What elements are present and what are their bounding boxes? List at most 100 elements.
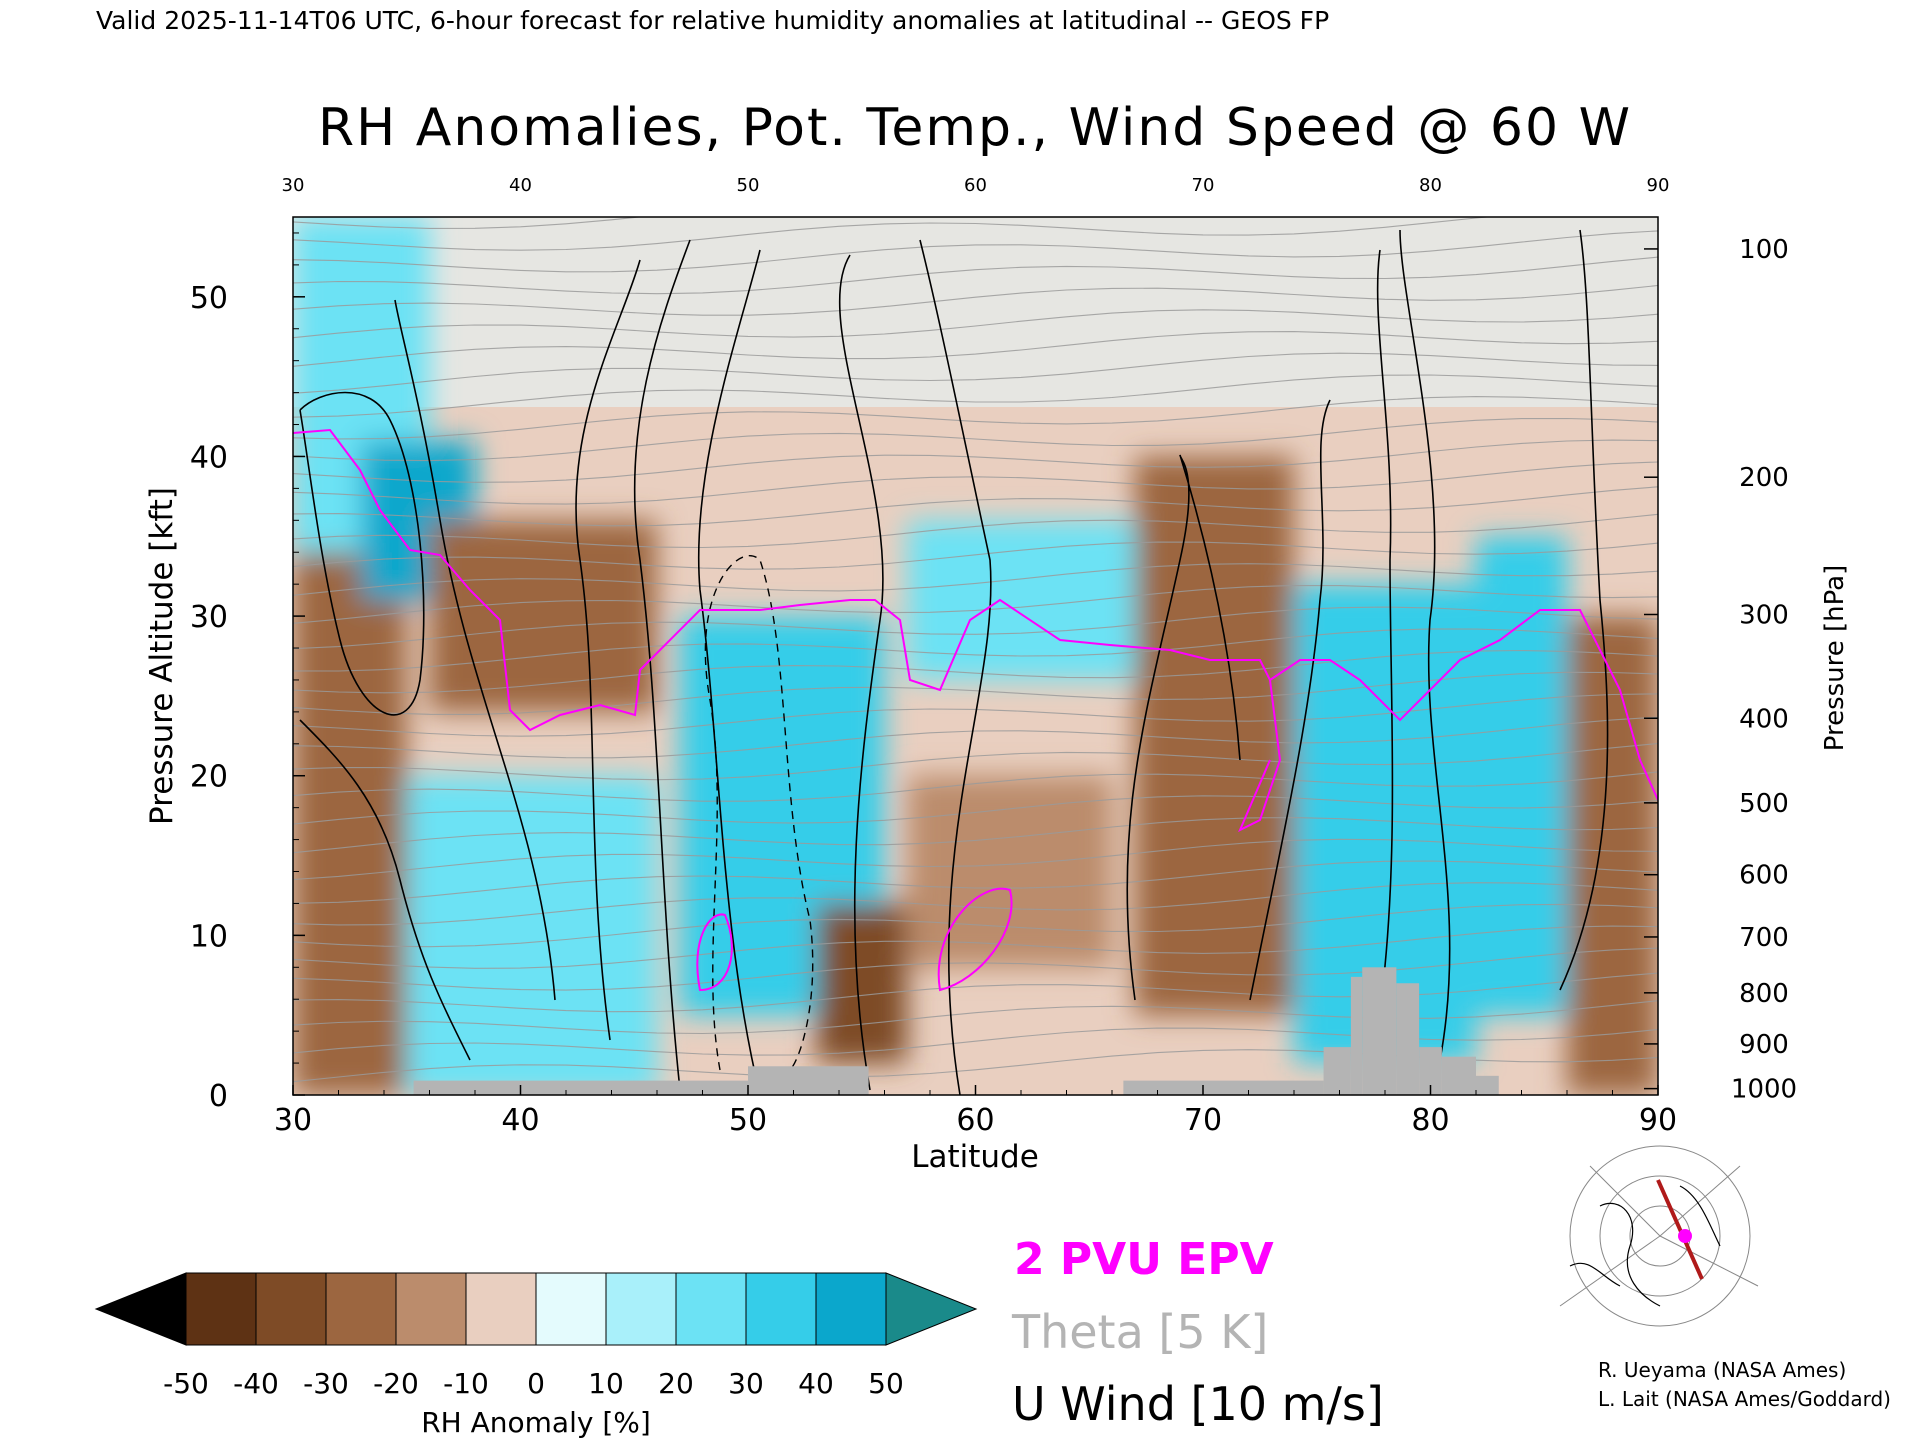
x-tick-label: 70 [1184, 1103, 1222, 1138]
terrain-block [1323, 1047, 1351, 1095]
chart-title: RH Anomalies, Pot. Temp., Wind Speed @ 6… [318, 98, 1632, 158]
theta-contour [293, 563, 1658, 596]
theta-contour [293, 256, 1658, 295]
epv-contour [696, 913, 733, 992]
pressure-tick-label: 300 [1739, 600, 1789, 630]
stratosphere-band [293, 217, 1658, 407]
u-wind-contour [838, 254, 884, 1091]
u-wind-contour [1399, 229, 1451, 1061]
theta-contour [293, 947, 1658, 991]
colorbar-under-arrow [94, 1272, 187, 1346]
u-wind-contour [575, 259, 641, 1041]
theta-contour [293, 882, 1658, 926]
theta-contour [293, 972, 1658, 1013]
pressure-tick-label: 600 [1739, 861, 1789, 891]
pressure-tick-label: 100 [1739, 235, 1789, 265]
legend: 2 PVU EPV Theta [5 K] U Wind [10 m/s] [1011, 1234, 1384, 1431]
y-tick-label: 0 [209, 1079, 228, 1114]
rh-anomaly-cell [429, 520, 657, 712]
theta-contour [293, 331, 1658, 367]
theta-contour [293, 584, 1658, 624]
x-top-tick-label: 90 [1647, 175, 1670, 196]
terrain-block [1123, 1080, 1324, 1095]
theta-contour [293, 396, 1658, 440]
cross-section-marker [1678, 1229, 1692, 1243]
theta-contour [293, 716, 1658, 759]
x-tick-label: 50 [729, 1103, 767, 1138]
y-tick-label: 30 [190, 600, 228, 635]
pressure-tick-label: 400 [1739, 704, 1789, 734]
x-tick-label: 90 [1639, 1103, 1677, 1138]
y-axis-left: 0 10 20 30 40 50 [190, 232, 305, 1114]
pressure-tick-label: 1000 [1731, 1075, 1797, 1105]
x-tick-label: 80 [1411, 1103, 1449, 1138]
y-tick-label: 50 [190, 281, 228, 316]
colorbar-tick-label: -50 [163, 1367, 209, 1400]
terrain-block [1362, 967, 1397, 1095]
colorbar-tick-label: 40 [798, 1367, 834, 1400]
theta-contour [293, 217, 644, 229]
y-axis-label: Pressure Altitude [kft] [144, 487, 180, 825]
theta-contour [293, 417, 1658, 462]
pressure-tick-label: 900 [1739, 1030, 1789, 1060]
rh-anomaly-cell [1134, 456, 1294, 1016]
theta-contour [293, 541, 1658, 570]
colorbar-label: RH Anomaly [%] [421, 1406, 651, 1439]
u-wind-contour [633, 239, 691, 1091]
rh-anomaly-cell [1567, 616, 1658, 1095]
theta-contour [293, 628, 1658, 672]
colorbar-swatch [185, 1272, 257, 1346]
theta-contours [293, 217, 1658, 1083]
y-tick-label: 10 [190, 919, 228, 954]
colorbar-swatch [395, 1272, 467, 1346]
theta-contour [293, 374, 1658, 418]
terrain-block [748, 1066, 869, 1095]
theta-contour [293, 513, 1658, 549]
theta-contour [293, 461, 1658, 505]
colorbar-swatch [605, 1272, 677, 1346]
colorbar-tick-label: 50 [868, 1367, 904, 1400]
cross-section-line [1656, 1179, 1704, 1280]
colorbar-tick-label: -10 [443, 1367, 489, 1400]
colorbar-over-arrow [885, 1272, 978, 1346]
u-wind-contour [394, 299, 556, 1001]
colorbar-tick-label: 30 [728, 1367, 764, 1400]
theta-contour [293, 817, 1658, 854]
x-tick-label: 60 [956, 1103, 994, 1138]
x-tick-label: 40 [501, 1103, 539, 1138]
colorbar-swatch [465, 1272, 537, 1346]
theta-contour [293, 795, 1658, 825]
y2-axis-label: Pressure [hPa] [1820, 565, 1850, 752]
x-top-tick-label: 40 [509, 175, 532, 196]
u-wind-contour [1249, 399, 1331, 1001]
colorbar-tick-label: -30 [303, 1367, 349, 1400]
theta-contour [293, 439, 1658, 483]
epv-contour [937, 887, 1013, 992]
x-tick-label: 30 [274, 1103, 312, 1138]
x-top-tick-label: 60 [964, 175, 987, 196]
theta-contour [293, 217, 1493, 251]
theta-contour [293, 742, 1658, 781]
y-tick-label: 20 [190, 760, 228, 795]
locator-map [1559, 1145, 1759, 1327]
rh-anomaly-cell [293, 552, 407, 1095]
credit-line: L. Lait (NASA Ames/Goddard) [1598, 1387, 1891, 1411]
theta-contour [293, 486, 1658, 527]
header-text: Valid 2025-11-14T06 UTC, 6-hour forecast… [96, 6, 1329, 35]
theta-contour [293, 903, 1658, 948]
pressure-tick-label: 800 [1739, 979, 1789, 1009]
colorbar-tick-label: -20 [373, 1367, 419, 1400]
pressure-tick-label: 200 [1739, 463, 1789, 493]
rh-anomaly-colorbar: -50 -40 -30 -20 -10 0 10 20 30 40 50 [94, 1272, 978, 1400]
colorbar-swatch [255, 1272, 327, 1346]
u-wind-contour [299, 719, 471, 1061]
x-top-tick-label: 30 [282, 175, 305, 196]
terrain-block [1350, 976, 1363, 1095]
y-tick-label: 40 [190, 440, 228, 475]
x-axis-top: 30 40 50 60 70 80 90 [282, 175, 1670, 196]
theta-contour [293, 1000, 1658, 1035]
colorbar-tick-label: 10 [588, 1367, 624, 1400]
theta-contour [293, 352, 1658, 394]
u-wind-contour-dashed [704, 555, 814, 1071]
